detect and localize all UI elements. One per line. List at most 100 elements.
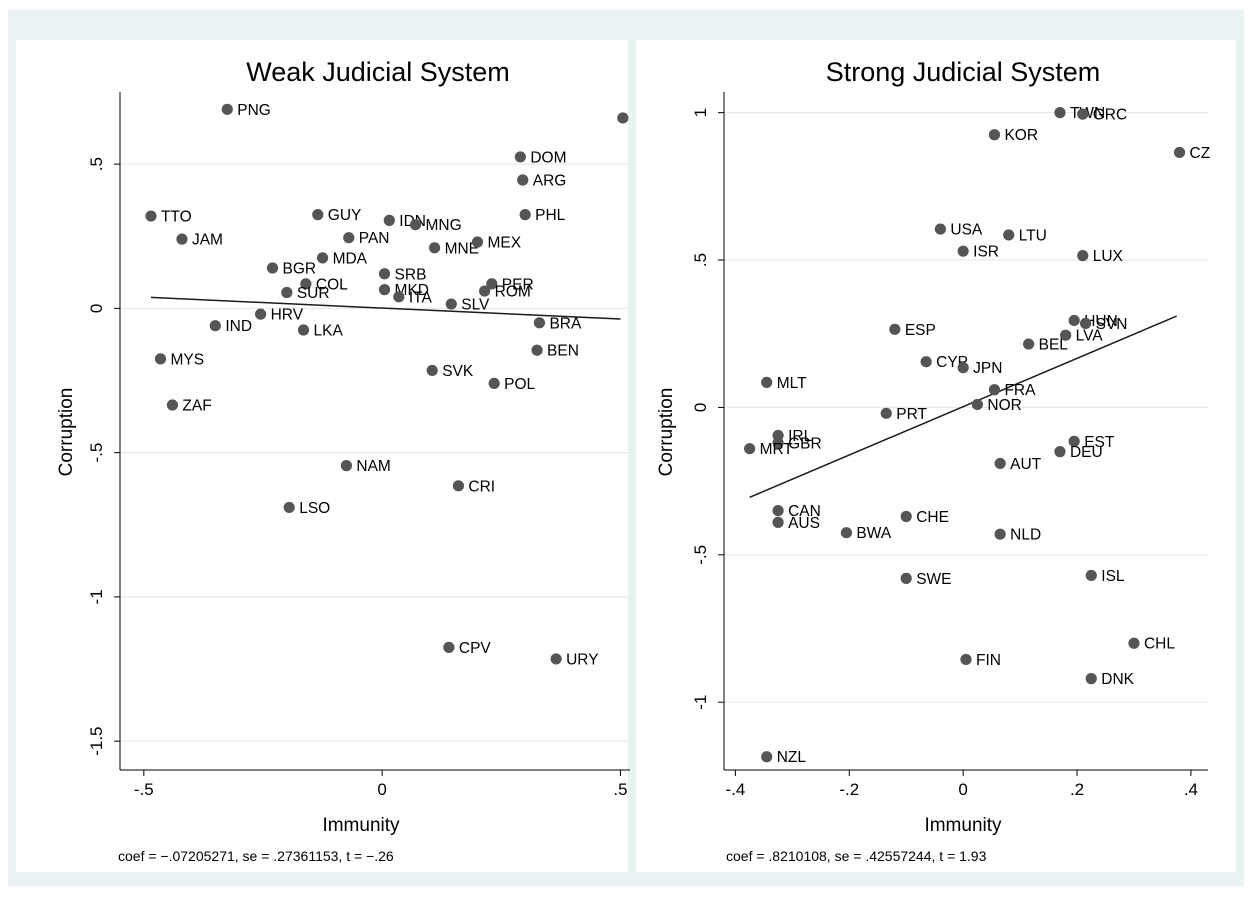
data-point xyxy=(1085,673,1097,685)
data-point xyxy=(840,527,853,539)
x-tick-label: 0 xyxy=(958,780,967,799)
data-point xyxy=(1079,317,1092,330)
point-label: ESP xyxy=(905,322,936,339)
point-label: CHE xyxy=(916,509,949,526)
x-tick-label: .2 xyxy=(1070,780,1084,799)
data-point xyxy=(1023,338,1035,350)
data-point xyxy=(221,103,233,115)
fitted-regression-line xyxy=(150,296,621,320)
data-point xyxy=(426,364,438,377)
regression-stats: coef = .8210108, se = .42557244, t = 1.9… xyxy=(726,848,987,864)
data-point xyxy=(772,437,784,449)
data-point xyxy=(300,278,312,290)
point-label: MLT xyxy=(777,375,807,392)
point-label: BRA xyxy=(549,315,582,332)
plot-area: -1.5-1-.50.5-.50.5PNGPRYDOMARGTTOGUYIDNM… xyxy=(87,92,665,799)
point-label: IND xyxy=(225,318,252,335)
data-points: PNGPRYDOMARGTTOGUYIDNMNGPHLJAMPANMNEMEXM… xyxy=(145,102,665,668)
point-label: PHL xyxy=(535,207,566,224)
plot-area: -1-.50.51-.4-.20.2.4TWNGRCKORCZEUSALTUIS… xyxy=(691,92,1211,799)
data-point xyxy=(1060,329,1072,341)
data-point xyxy=(533,317,546,329)
data-point xyxy=(428,242,441,254)
point-label: PRY xyxy=(633,110,665,127)
point-label: ISL xyxy=(1101,568,1125,585)
data-point xyxy=(889,323,901,335)
data-point xyxy=(617,112,629,124)
point-label: BWA xyxy=(856,525,891,542)
point-label: CHL xyxy=(1144,636,1175,653)
data-point xyxy=(772,504,784,517)
y-tick-label: -1.5 xyxy=(87,727,106,756)
data-point xyxy=(994,457,1006,470)
point-label: NZL xyxy=(777,749,807,766)
point-label: SWE xyxy=(916,571,951,588)
data-point xyxy=(378,284,391,296)
y-axis-label: Corruption xyxy=(56,388,77,477)
x-tick-label: 0 xyxy=(377,780,386,799)
point-label: AUS xyxy=(788,515,820,532)
point-label: FRA xyxy=(1004,382,1036,399)
y-tick-label: 0 xyxy=(87,304,106,313)
y-tick-label: -.5 xyxy=(691,545,710,565)
point-label: BEN xyxy=(547,343,579,360)
weak-judicial-panel: Weak Judicial System Immunity Corruption… xyxy=(16,40,665,872)
x-tick-label: .4 xyxy=(1184,780,1198,799)
point-label: FIN xyxy=(976,652,1001,669)
point-label: MEX xyxy=(487,235,521,252)
point-label: USA xyxy=(950,222,983,239)
data-point xyxy=(383,214,395,226)
point-label: LVA xyxy=(1076,328,1104,345)
data-points: TWNGRCKORCZEUSALTUISRLUXHUNSVNLVAESPBELC… xyxy=(744,105,1211,766)
point-label: NAM xyxy=(356,458,390,475)
data-point xyxy=(297,324,310,336)
point-label: CPV xyxy=(459,640,492,657)
x-tick-label: -.4 xyxy=(725,780,745,799)
point-label: LSO xyxy=(299,500,330,517)
regression-stats: coef = −.07205271, se = .27361153, t = −… xyxy=(118,848,394,864)
data-point xyxy=(209,320,221,332)
point-label: HUN xyxy=(1084,313,1118,330)
point-label: ITA xyxy=(409,289,433,306)
data-point xyxy=(343,232,355,244)
data-point xyxy=(900,510,912,523)
point-label: BGR xyxy=(283,260,317,277)
point-label: ROM xyxy=(495,284,531,301)
data-point xyxy=(514,151,526,163)
data-point xyxy=(281,286,293,299)
point-label: URY xyxy=(566,651,598,668)
point-label: IRL xyxy=(788,428,813,445)
data-point xyxy=(880,407,892,419)
data-point xyxy=(988,129,1001,141)
y-tick-label: 1 xyxy=(691,108,710,117)
data-point xyxy=(340,460,353,472)
point-label: SUR xyxy=(297,285,330,302)
x-tick-label: -.5 xyxy=(134,780,154,799)
data-point xyxy=(900,572,912,584)
data-point xyxy=(312,209,324,221)
strong-judicial-panel: Strong Judicial System Immunity Corrupti… xyxy=(636,40,1236,872)
point-label: AUT xyxy=(1010,456,1042,473)
point-label: BEL xyxy=(1039,337,1069,354)
data-point xyxy=(445,298,457,310)
data-point xyxy=(971,398,983,411)
point-label: JAM xyxy=(192,232,223,249)
point-label: MYS xyxy=(171,351,205,368)
point-label: JPN xyxy=(973,360,1002,377)
data-point xyxy=(378,268,391,280)
point-label: ZAF xyxy=(182,398,211,415)
data-point xyxy=(761,751,773,763)
data-point xyxy=(1003,229,1015,241)
point-label: MDA xyxy=(333,250,368,267)
data-point xyxy=(1068,435,1080,447)
point-label: DNK xyxy=(1101,671,1134,688)
point-label: PNG xyxy=(237,102,271,119)
point-label: TTO xyxy=(161,209,192,226)
data-point xyxy=(1128,637,1140,649)
point-label: DEU xyxy=(1070,444,1103,461)
y-tick-label: .5 xyxy=(87,157,106,171)
point-label: MNG xyxy=(426,217,462,234)
point-label: SRB xyxy=(395,266,427,283)
data-point xyxy=(409,219,422,231)
